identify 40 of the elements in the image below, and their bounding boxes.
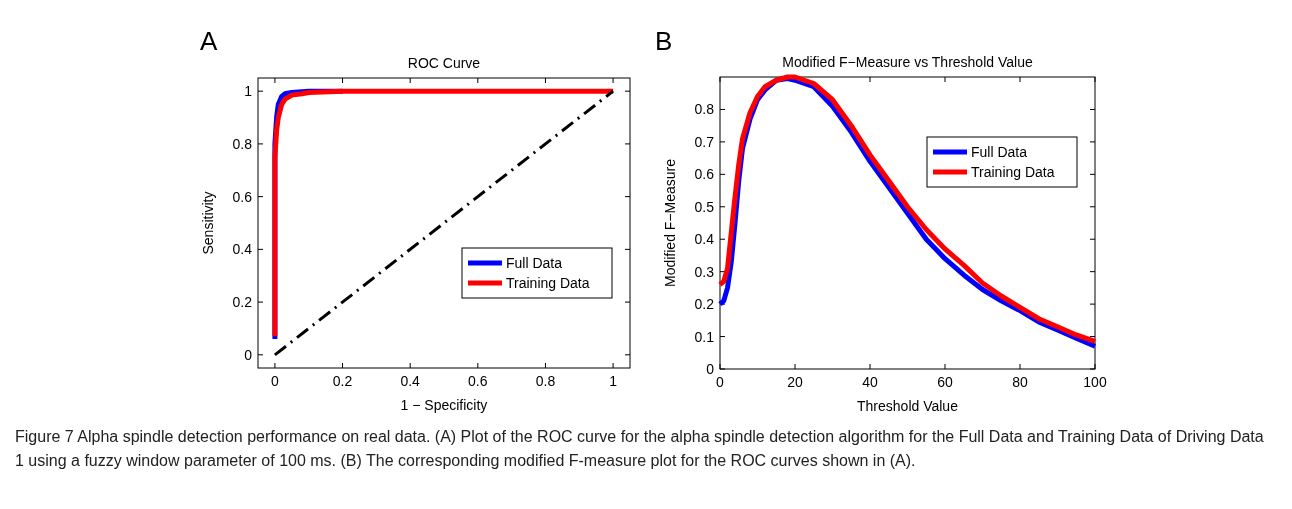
caption: Figure 7 Alpha spindle detection performance on real data. (A) Plot of the ROC curve for the alpha spindle detection algorithm for the Full Data and Training Data of Driving Data 1 using a fuzzy window parameter of 100 ms. (B) The corresponding modified F-measure plot for the ROC curves shown in (A). xyxy=(15,427,1265,471)
x-tick-label: 0 xyxy=(716,374,725,390)
x-tick-label: 1 xyxy=(609,373,618,389)
y-tick-label: 0.4 xyxy=(694,231,715,248)
chart-title: Modified F−Measure vs Threshold Value xyxy=(782,54,1033,70)
y-tick-label: 0.2 xyxy=(694,296,715,313)
x-tick-label: 80 xyxy=(1012,374,1028,390)
text: B xyxy=(655,26,673,56)
x-axis-title: 1 − Specificity xyxy=(400,397,488,413)
y-tick-label: 1 xyxy=(244,83,253,100)
legend-label: Training Data xyxy=(506,275,590,291)
y-tick-label: 0.2 xyxy=(232,294,253,311)
x-tick-label: 60 xyxy=(937,374,953,390)
y-tick-label: 0.6 xyxy=(232,188,253,205)
y-tick-label: 0.5 xyxy=(694,198,715,215)
x-tick-label: 0 xyxy=(271,373,280,389)
y-tick-label: 0.8 xyxy=(694,101,715,118)
y-tick-label: 0.1 xyxy=(694,328,715,345)
y-tick-label: 0 xyxy=(706,361,715,377)
x-tick-label: 40 xyxy=(862,374,878,390)
x-tick-label: 0.4 xyxy=(400,373,421,389)
x-tick-label: 0.2 xyxy=(332,373,353,389)
x-axis-title: Threshold Value xyxy=(857,398,959,414)
x-tick-label: 0.6 xyxy=(468,373,488,389)
y-tick-label: 0.8 xyxy=(232,135,253,152)
legend-label: Full Data xyxy=(971,144,1028,160)
y-axis-title: Modified F−Measure xyxy=(662,158,678,288)
y-tick-label: 0.4 xyxy=(232,241,253,258)
y-axis-title: Sensitivity xyxy=(200,191,216,255)
x-tick-label: 0.8 xyxy=(535,373,556,389)
text: A xyxy=(200,26,218,56)
y-tick-label: 0 xyxy=(244,346,253,363)
legend-label: Full Data xyxy=(506,255,563,271)
chart-title: ROC Curve xyxy=(407,55,481,71)
x-tick-label: 20 xyxy=(787,374,803,390)
y-tick-label: 0.7 xyxy=(694,133,715,150)
y-tick-label: 0.3 xyxy=(694,263,715,280)
legend-label: Training Data xyxy=(971,164,1055,180)
y-tick-label: 0.6 xyxy=(694,166,715,183)
x-tick-label: 100 xyxy=(1083,374,1107,390)
